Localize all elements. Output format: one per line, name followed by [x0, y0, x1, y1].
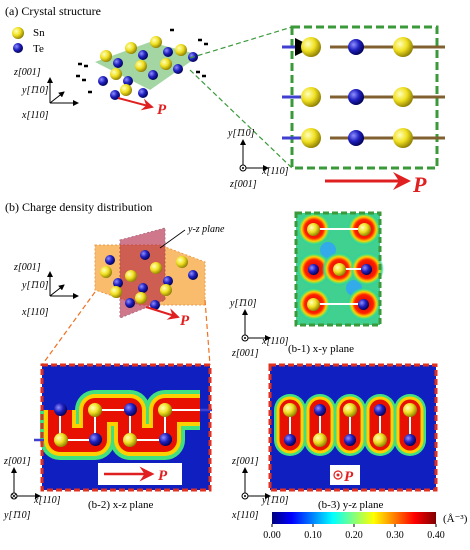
axis-triad: y[1̄10] x[110] z[001]: [227, 128, 289, 190]
density-map-b3: [268, 363, 438, 492]
colorbar-unit: (Å⁻³): [443, 513, 468, 525]
axis-triad: z[001] y[1̄10] x[110]: [13, 67, 79, 121]
polarization-label: P: [157, 102, 167, 118]
polarization-arrow: [336, 473, 340, 477]
zoom-line: [41, 291, 211, 366]
legend-label: Sn: [33, 27, 45, 39]
axis-label: y[1̄10]: [229, 298, 257, 309]
legend-te-icon: [13, 43, 23, 53]
axis-label: z[001]: [231, 456, 259, 467]
density-map-b2: [34, 363, 212, 492]
panel-title: (a) Crystal structure: [5, 4, 101, 18]
label-leader: [159, 229, 186, 249]
axis-label: x[110]: [21, 307, 49, 318]
density-map-b1: [294, 211, 384, 327]
colorbar: [272, 512, 436, 524]
colorbar-tick-label: 0.20: [345, 530, 363, 541]
axis-triad: z[001] y[1̄10] x[110]: [231, 456, 289, 521]
legend-label: Te: [33, 43, 44, 55]
axis-label: z[001]: [3, 456, 31, 467]
panel-label: (b-2) x-z plane: [88, 499, 153, 511]
panel-label: (b-1) x-y plane: [288, 343, 354, 355]
polarization-label: P: [344, 469, 354, 485]
axis-label: y[1̄10]: [227, 128, 255, 139]
panel-label: (b-3) y-z plane: [318, 499, 383, 511]
colorbar-tick-label: 0.40: [427, 530, 445, 541]
axis-label: x[110]: [21, 110, 49, 121]
polarization-label: P: [180, 313, 190, 329]
zoom-line: [189, 26, 293, 169]
panel-a: (a) Crystal structure Sn Te P z[001] y[1…: [5, 4, 445, 197]
axis-triad: y[1̄10] x[110] z[001]: [229, 298, 289, 359]
axis-triad: z[001] x[110] y[1̄10]: [3, 456, 61, 521]
axis-label: y[1̄10]: [21, 85, 49, 96]
crystal-planes: [94, 227, 206, 319]
axis-label: x[110]: [261, 336, 289, 347]
axis-label: x[110]: [33, 495, 61, 506]
polarization-arrow: [145, 306, 180, 320]
panel-b: (b) Charge density distribution y-z plan…: [3, 200, 468, 525]
axis-label: y[1̄10]: [261, 495, 289, 506]
axis-label: z[001]: [13, 67, 41, 78]
axis-label: z[001]: [229, 179, 257, 190]
axis-label: x[110]: [261, 166, 289, 177]
axis-triad: z[001] y[1̄10] x[110]: [13, 262, 79, 318]
structure-box: [282, 25, 445, 170]
legend-sn-icon: [12, 27, 24, 39]
colorbar-tick-label: 0.00: [263, 530, 281, 541]
polarization-arrow: [117, 97, 154, 111]
axis-label: z[001]: [231, 348, 259, 359]
polarization-label: P: [412, 172, 427, 197]
colorbar-tick-label: 0.30: [386, 530, 404, 541]
axis-label: x[110]: [231, 510, 259, 521]
axis-label: z[001]: [13, 262, 41, 273]
plane-label: y-z plane: [187, 224, 225, 235]
axis-label: y[1̄10]: [21, 280, 49, 291]
crystal-cluster: [76, 28, 208, 100]
panel-title: (b) Charge density distribution: [5, 200, 152, 214]
colorbar-tick-label: 0.10: [304, 530, 322, 541]
polarization-label: P: [158, 468, 168, 484]
axis-label: y[1̄10]: [3, 510, 31, 521]
